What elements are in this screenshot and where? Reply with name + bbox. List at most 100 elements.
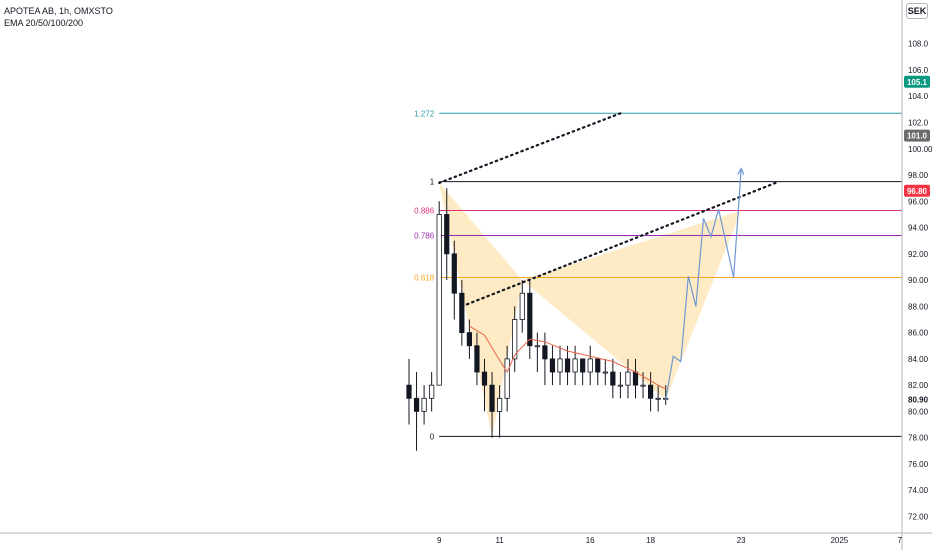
y-tick-label-4: 80.00 xyxy=(908,407,929,416)
y-tick-label-10: 92.00 xyxy=(908,250,929,259)
candle-body xyxy=(481,371,488,386)
y-tick-label-7: 86.00 xyxy=(908,329,929,338)
fib-level-label-1: 1 xyxy=(430,178,435,187)
x-tick-label-1: 11 xyxy=(495,536,504,545)
indicator-legend[interactable]: EMA 20/50/100/200 xyxy=(4,18,84,28)
candle-body xyxy=(534,345,540,348)
candle-29 xyxy=(625,358,631,399)
candle-13 xyxy=(504,345,510,412)
candle-body xyxy=(489,384,495,412)
candle-32 xyxy=(648,372,654,412)
price-badge-0: 105.1 xyxy=(904,75,930,88)
y-tick-label-8: 88.00 xyxy=(908,302,929,311)
trendline-layer xyxy=(438,112,781,308)
candle-body xyxy=(527,292,533,347)
x-tick-label-4: 23 xyxy=(737,536,746,545)
y-tick-label-6: 84.00 xyxy=(908,355,929,364)
fib-level-label-4: 0.618 xyxy=(414,273,435,282)
candle-4 xyxy=(436,201,442,386)
ema-layer xyxy=(469,325,666,390)
price-badge-label: 101.0 xyxy=(907,132,928,141)
candle-body xyxy=(557,358,563,373)
candle-3 xyxy=(429,372,435,412)
y-tick-label-14: 100.00 xyxy=(908,145,932,154)
candle-26 xyxy=(602,358,608,386)
fib-level-label-0: 1.272 xyxy=(414,109,435,118)
candle-body xyxy=(625,371,631,386)
y-tick-label-11: 94.00 xyxy=(908,224,929,233)
candle-17 xyxy=(534,332,540,373)
price-badge-1: 101.0 xyxy=(904,129,930,142)
candle-33 xyxy=(655,385,661,412)
candle-body xyxy=(451,253,457,294)
candle-7 xyxy=(459,280,465,346)
candle-1 xyxy=(413,372,420,451)
candle-10 xyxy=(481,358,488,412)
y-tick-label-13: 98.00 xyxy=(908,171,929,180)
x-tick-label-2: 16 xyxy=(586,536,595,545)
candle-11 xyxy=(489,372,495,438)
y-tick-label-0: 72.00 xyxy=(908,512,929,521)
price-badge-bg xyxy=(904,184,930,197)
x-tick-label-0: 9 xyxy=(437,536,442,545)
y-tick-label-5: 82.00 xyxy=(908,381,929,390)
harmonic-pattern-layer xyxy=(439,182,742,437)
candle-body xyxy=(436,214,442,386)
candle-body xyxy=(413,397,420,412)
candle-0 xyxy=(406,358,412,425)
candle-body xyxy=(542,345,548,360)
price-badge-bg xyxy=(904,129,930,142)
candle-body xyxy=(632,371,639,386)
candle-16 xyxy=(527,280,533,359)
x-tick-label-6: 7 xyxy=(898,536,903,545)
candle-23 xyxy=(580,358,586,386)
candle-5 xyxy=(444,188,450,281)
candle-body xyxy=(512,319,518,360)
candle-body xyxy=(496,397,503,412)
y-tick-label-9: 90.00 xyxy=(908,276,929,285)
candle-27 xyxy=(610,358,616,399)
candle-body xyxy=(617,384,624,387)
candle-body xyxy=(580,358,586,373)
candle-20 xyxy=(557,345,563,386)
candle-body xyxy=(406,384,412,399)
candle-body xyxy=(474,345,480,373)
y-tick-label-17: 106.0 xyxy=(908,66,929,75)
projection-arrowhead xyxy=(737,167,745,176)
x-tick-label-5: 2025 xyxy=(830,536,848,545)
candle-body xyxy=(648,384,654,399)
candle-18 xyxy=(542,332,548,386)
fib-level-label-2: 0.886 xyxy=(414,206,435,215)
candle-25 xyxy=(595,358,601,386)
candle-body xyxy=(459,292,465,334)
price-badge-bg xyxy=(904,75,930,88)
price-badge-2: 96.80 xyxy=(904,184,930,197)
candle-9 xyxy=(474,332,480,386)
candle-15 xyxy=(519,280,525,333)
candle-body xyxy=(466,332,473,347)
projection-layer xyxy=(665,167,745,400)
candle-6 xyxy=(451,240,457,320)
x-tick-label-3: 18 xyxy=(646,536,655,545)
harmonic-triangle-bcd xyxy=(522,210,742,400)
candle-body xyxy=(444,214,450,255)
candle-body xyxy=(421,397,427,412)
candle-body xyxy=(519,292,525,320)
candle-body xyxy=(655,397,661,400)
fibonacci-layer: 1.272 1 0.886 0.786 0.618 0 xyxy=(414,109,902,441)
y-tick-label-1: 74.00 xyxy=(908,486,929,495)
y-tick-label-18: 108.0 xyxy=(908,40,929,49)
currency-button[interactable]: SEK xyxy=(906,3,928,19)
harmonic-triangle-xab xyxy=(439,182,523,437)
trendline-1 xyxy=(460,180,781,308)
trendline-0 xyxy=(438,112,622,185)
y-tick-label-2: 76.00 xyxy=(908,460,929,469)
candle-body xyxy=(549,358,556,373)
candle-body xyxy=(572,358,578,373)
ema-line xyxy=(469,325,666,390)
fib-level-label-5: 0 xyxy=(430,432,435,441)
candle-body xyxy=(602,371,608,374)
candle-21 xyxy=(564,345,571,386)
